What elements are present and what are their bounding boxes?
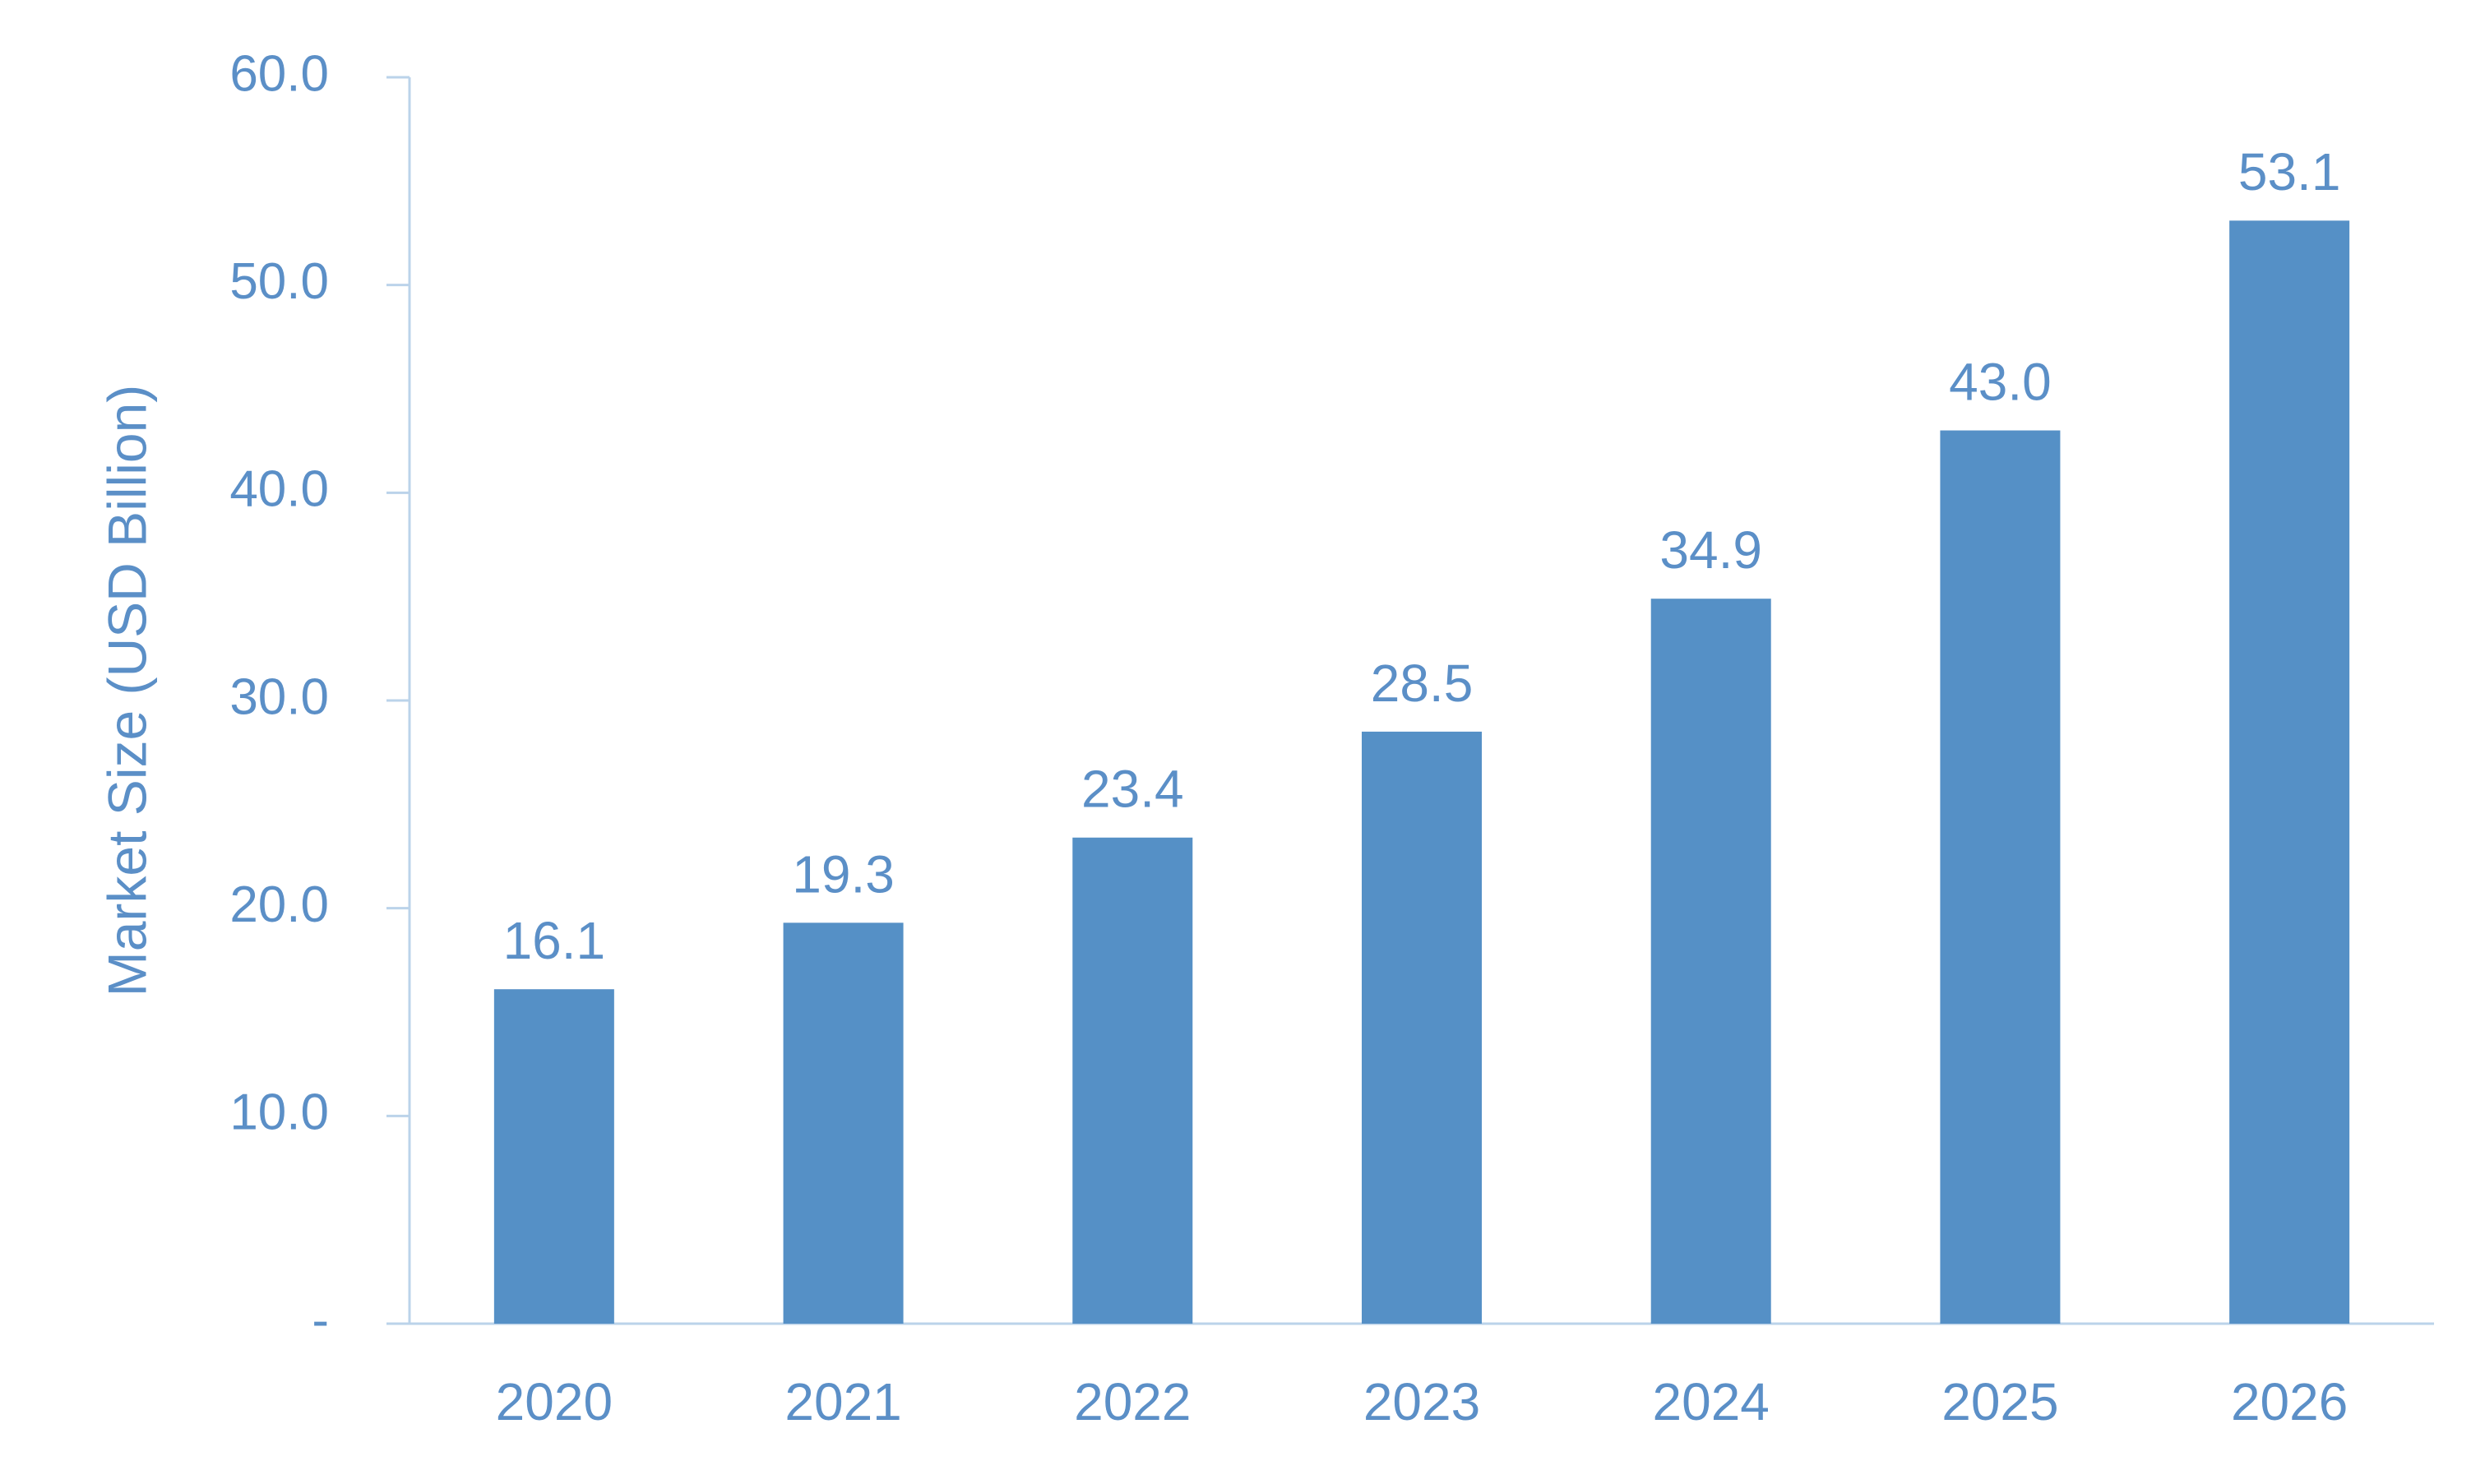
data-label-2020: 16.1 bbox=[503, 911, 606, 970]
bar-2022 bbox=[1072, 837, 1193, 1324]
x-tick-label-2025: 2025 bbox=[1941, 1372, 2058, 1431]
x-tick-label-2023: 2023 bbox=[1363, 1372, 1480, 1431]
bar-2024 bbox=[1650, 599, 1771, 1324]
y-tick-label: 30.0 bbox=[229, 668, 329, 725]
bars bbox=[493, 220, 2350, 1325]
y-tick-label: 60.0 bbox=[229, 45, 329, 102]
x-tick-label-2024: 2024 bbox=[1653, 1372, 1770, 1431]
bar-2026 bbox=[2229, 220, 2350, 1325]
data-labels: 16.1 19.3 23.4 28.5 34.9 43.0 53.1 bbox=[503, 142, 2341, 970]
y-tick-label: 40.0 bbox=[229, 461, 329, 518]
x-tick-label-2022: 2022 bbox=[1074, 1372, 1191, 1431]
data-label-2025: 43.0 bbox=[1949, 352, 2052, 411]
bar-2021 bbox=[783, 922, 904, 1324]
y-tick-label: 50.0 bbox=[229, 253, 329, 310]
x-tick-labels: 2020 2021 2022 2023 2024 2025 2026 bbox=[496, 1372, 2348, 1431]
bar-2020 bbox=[493, 989, 614, 1324]
x-tick-label-2021: 2021 bbox=[784, 1372, 901, 1431]
y-ticks: - 10.0 20.0 30.0 40.0 50.0 60.0 bbox=[229, 45, 410, 1348]
y-tick-label: 10.0 bbox=[229, 1084, 329, 1141]
data-label-2021: 19.3 bbox=[792, 844, 895, 904]
bar-2025 bbox=[1940, 430, 2061, 1324]
y-tick-label: - bbox=[312, 1292, 329, 1348]
x-tick-label-2026: 2026 bbox=[2231, 1372, 2348, 1431]
bar-2023 bbox=[1362, 731, 1482, 1324]
y-tick-label: 20.0 bbox=[229, 876, 329, 933]
data-label-2024: 34.9 bbox=[1659, 520, 1762, 580]
y-axis-title: Market Size (USD Billion) bbox=[96, 385, 157, 997]
data-label-2023: 28.5 bbox=[1371, 654, 1474, 713]
data-label-2022: 23.4 bbox=[1081, 760, 1184, 819]
data-label-2026: 53.1 bbox=[2238, 142, 2341, 201]
x-tick-label-2020: 2020 bbox=[496, 1372, 613, 1431]
